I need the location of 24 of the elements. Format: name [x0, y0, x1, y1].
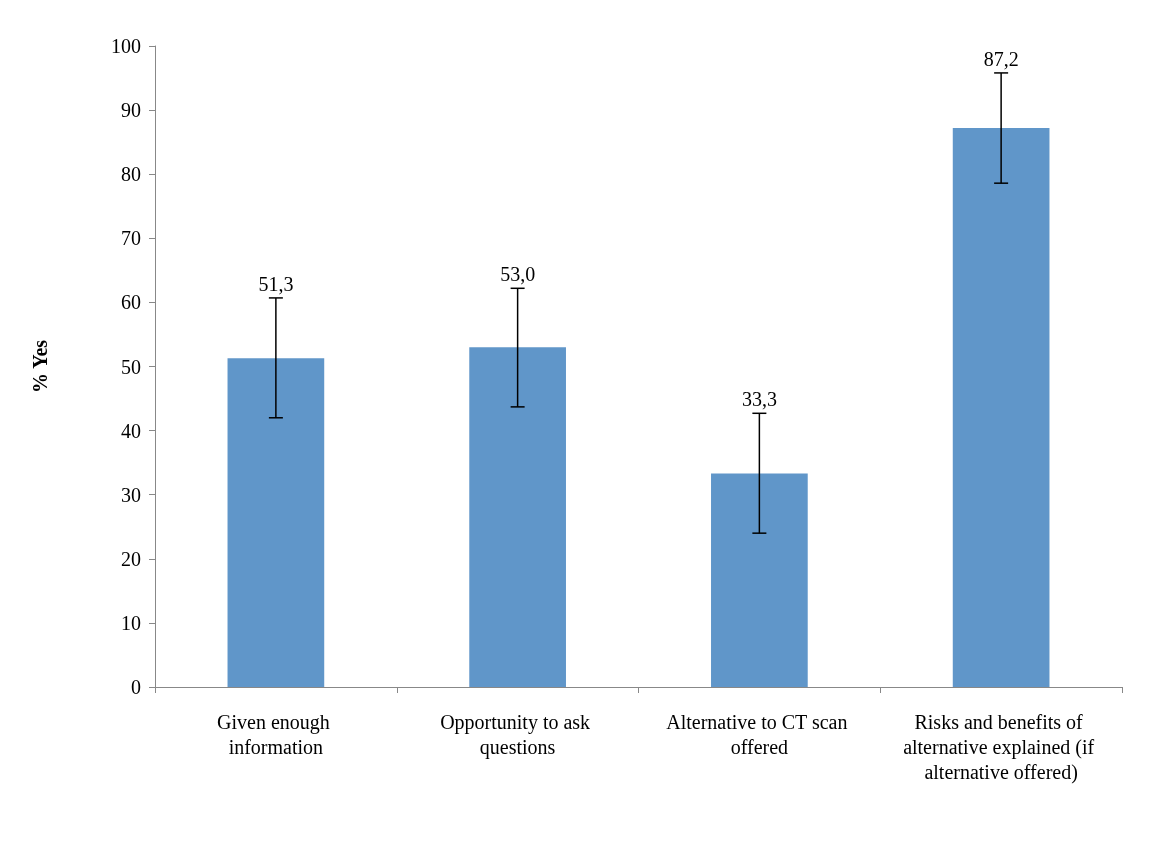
- x-tick-label: Given enough information: [216, 710, 335, 758]
- y-axis-title: % Yes: [29, 339, 51, 394]
- bar: [711, 473, 808, 687]
- bar: [227, 358, 325, 687]
- y-tick-label: 0: [131, 676, 141, 698]
- y-tick-label: 60: [121, 291, 141, 314]
- y-tick-label: 80: [121, 163, 141, 186]
- data-label: 53,0: [500, 263, 536, 286]
- y-tick-label: 20: [121, 547, 141, 570]
- bar: [469, 347, 566, 687]
- y-tick-label: 30: [121, 483, 141, 506]
- y-tick-label: 70: [121, 227, 141, 250]
- y-tick-label: 90: [121, 99, 141, 122]
- y-tick-label: 10: [121, 611, 141, 634]
- bar: [952, 128, 1050, 687]
- x-tick-label: Risks and benefits of alternative explained (if alternative offered): [903, 710, 1100, 784]
- y-tick-label: 50: [121, 355, 141, 378]
- x-tick-label: Alternative to CT scan offered: [666, 710, 853, 758]
- data-label: 33,3: [741, 388, 777, 411]
- data-label: 87,2: [983, 47, 1019, 70]
- x-tick-label: Opportunity to ask questions: [440, 710, 596, 759]
- data-label: 51,3: [258, 272, 294, 295]
- y-tick-label: 100: [111, 35, 141, 57]
- y-tick-label: 40: [121, 419, 141, 442]
